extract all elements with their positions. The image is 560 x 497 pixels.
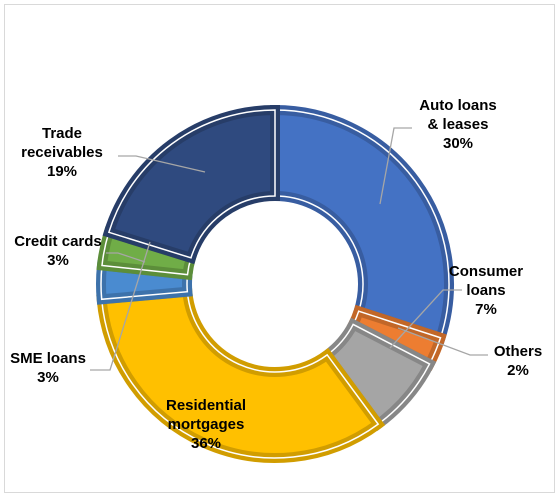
leader-line-credit <box>106 252 146 263</box>
data-label-sme: SME loans 3% <box>10 350 86 386</box>
slice-border-residential <box>100 290 380 459</box>
slice-auto <box>270 104 454 345</box>
slice-trade <box>102 104 280 265</box>
data-label-credit: Credit cards 3% <box>14 233 102 269</box>
data-label-residential: Residential mortgages 36% <box>166 397 246 452</box>
data-label-consumer: Consumer loans 7% <box>449 263 523 318</box>
leader-line-others <box>397 327 488 356</box>
slice-border-auto <box>274 109 450 339</box>
leader-line-auto <box>379 127 412 205</box>
slice-residential <box>96 286 386 463</box>
leader-line-sme <box>90 241 151 371</box>
data-label-auto: Auto loans & leases 30% <box>419 97 497 152</box>
leader-line-consumer <box>389 289 462 349</box>
data-label-trade: Trade receivables 19% <box>21 125 103 180</box>
data-label-others: Others 2% <box>494 343 542 379</box>
leader-line-trade <box>118 155 206 173</box>
slice-border-trade <box>107 109 276 259</box>
